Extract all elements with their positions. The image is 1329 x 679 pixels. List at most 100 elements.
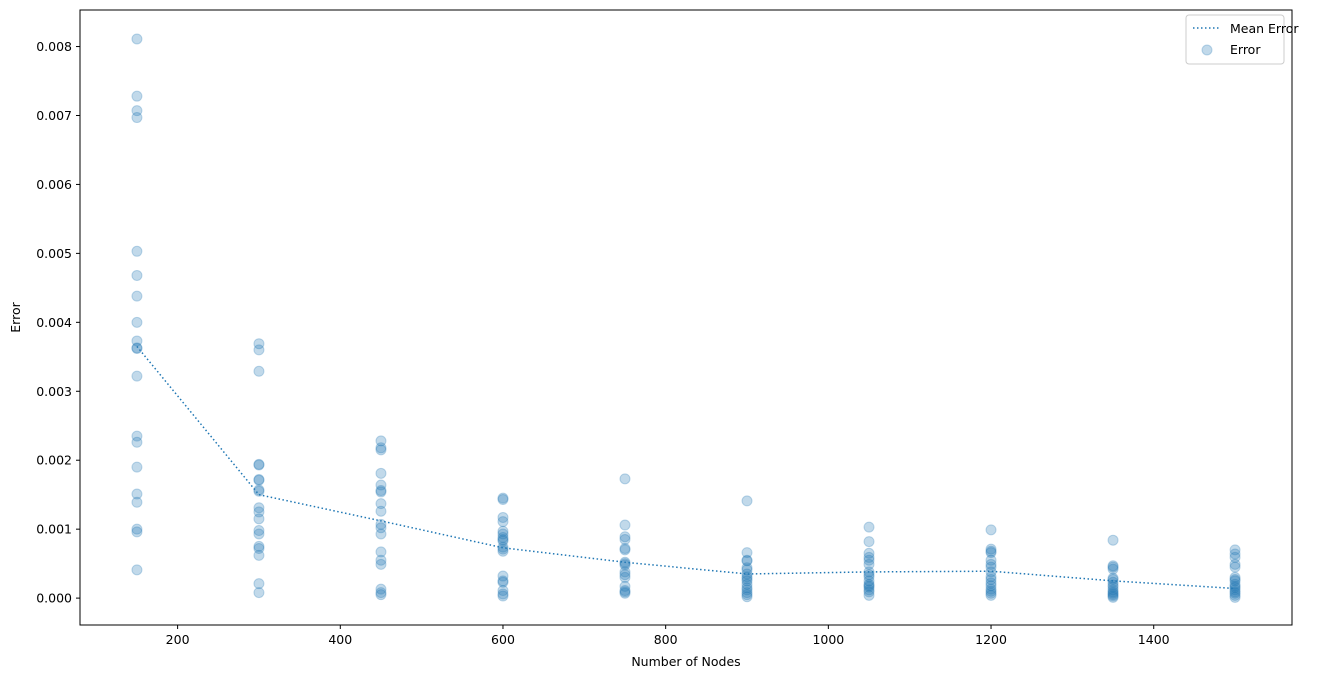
error-point-900-4 (741, 562, 753, 574)
error-point-1500-3 (1229, 558, 1241, 570)
error-point-1350-3 (1107, 563, 1119, 575)
error-point-1350-12 (1107, 589, 1119, 601)
error-point-1350-14 (1107, 591, 1119, 603)
error-point-750-3 (619, 534, 631, 546)
error-point-1500-12 (1229, 586, 1241, 598)
x-tick-label-600: 600 (491, 632, 515, 647)
error-point-600-15 (497, 585, 509, 597)
error-point-900-5 (741, 564, 753, 576)
y-axis-label: Error (8, 301, 23, 332)
error-point-1200-11 (985, 580, 997, 592)
error-point-1350-2 (1107, 561, 1119, 573)
error-point-900-14 (741, 589, 753, 601)
error-point-450-14 (375, 558, 387, 570)
x-tick-label-1400: 1400 (1138, 632, 1170, 647)
error-point-750-8 (619, 559, 631, 571)
error-point-900-3 (741, 555, 753, 567)
error-point-1050-4 (863, 554, 875, 566)
error-point-150-17 (131, 523, 143, 535)
error-point-1050-12 (863, 581, 875, 593)
error-point-1050-10 (863, 578, 875, 590)
error-point-150-0 (131, 33, 143, 45)
error-point-900-12 (741, 584, 753, 596)
error-point-1350-10 (1107, 586, 1119, 598)
error-point-1200-1 (985, 543, 997, 555)
error-point-600-3 (497, 516, 509, 528)
error-point-300-12 (253, 525, 265, 537)
legend-error-swatch (1201, 44, 1213, 56)
error-point-750-7 (619, 558, 631, 570)
error-point-150-1 (131, 90, 143, 102)
error-point-1200-8 (985, 571, 997, 583)
error-point-450-16 (375, 587, 387, 599)
error-point-750-9 (619, 566, 631, 578)
error-point-1350-5 (1107, 574, 1119, 585)
error-point-1500-1 (1229, 548, 1241, 560)
error-point-600-16 (497, 588, 509, 600)
error-point-450-4 (375, 479, 387, 491)
error-point-750-0 (619, 473, 631, 485)
error-point-1200-14 (985, 587, 997, 599)
error-point-1350-11 (1107, 587, 1119, 599)
x-axis-label: Number of Nodes (631, 654, 740, 669)
legend-error-label: Error (1230, 42, 1261, 57)
error-point-1200-3 (985, 547, 997, 559)
error-point-900-10 (741, 578, 753, 590)
y-tick-label-0.003: 0.003 (36, 384, 72, 399)
error-point-900-15 (741, 591, 753, 603)
error-point-300-6 (253, 474, 265, 486)
error-point-300-5 (253, 474, 265, 486)
error-point-1200-5 (985, 558, 997, 570)
error-point-900-1 (741, 547, 753, 559)
error-point-1050-0 (863, 521, 875, 533)
error-point-450-8 (375, 505, 387, 517)
error-point-300-17 (253, 578, 265, 590)
error-point-1350-9 (1107, 584, 1119, 596)
error-point-450-0 (375, 435, 387, 447)
error-point-150-6 (131, 290, 143, 302)
legend: Mean Error Error (1185, 14, 1299, 65)
error-point-1050-15 (863, 589, 875, 601)
y-tick-label-0.002: 0.002 (36, 453, 72, 468)
error-point-1350-7 (1107, 579, 1119, 591)
error-point-600-1 (497, 494, 509, 506)
error-point-900-13 (741, 587, 753, 599)
error-point-450-7 (375, 498, 387, 510)
error-point-1350-0 (1107, 534, 1119, 546)
error-point-450-6 (375, 486, 387, 498)
error-point-1500-10 (1229, 582, 1241, 594)
error-point-750-13 (619, 585, 631, 597)
error-point-1050-9 (863, 575, 875, 587)
plot-frame (79, 9, 1293, 626)
error-point-1350-8 (1107, 581, 1119, 593)
error-point-1050-5 (863, 558, 875, 570)
error-point-150-19 (131, 564, 143, 576)
error-point-600-17 (497, 590, 509, 602)
x-tick-label-200: 200 (166, 632, 190, 647)
error-point-1500-6 (1229, 574, 1241, 585)
error-point-900-8 (741, 573, 753, 585)
error-point-1050-13 (863, 584, 875, 596)
error-point-150-13 (131, 436, 143, 448)
error-point-1200-12 (985, 583, 997, 595)
error-point-300-0 (253, 338, 265, 350)
error-point-1350-13 (1107, 590, 1119, 602)
error-point-750-5 (619, 544, 631, 556)
y-tick-label-0.000: 0.000 (36, 591, 72, 606)
error-point-300-18 (253, 587, 265, 599)
error-point-600-7 (497, 534, 509, 546)
error-point-300-3 (253, 458, 265, 470)
error-point-900-11 (741, 582, 753, 594)
error-point-150-15 (131, 488, 143, 500)
error-point-1500-4 (1229, 561, 1241, 573)
error-point-300-14 (253, 540, 265, 552)
error-point-1500-14 (1229, 589, 1241, 601)
error-point-750-10 (619, 569, 631, 581)
error-point-1500-2 (1229, 551, 1241, 563)
plot-marks (131, 33, 1241, 603)
x-tick-label-400: 400 (328, 632, 352, 647)
error-point-1050-2 (863, 547, 875, 559)
y-tick-label-0.005: 0.005 (36, 246, 72, 261)
